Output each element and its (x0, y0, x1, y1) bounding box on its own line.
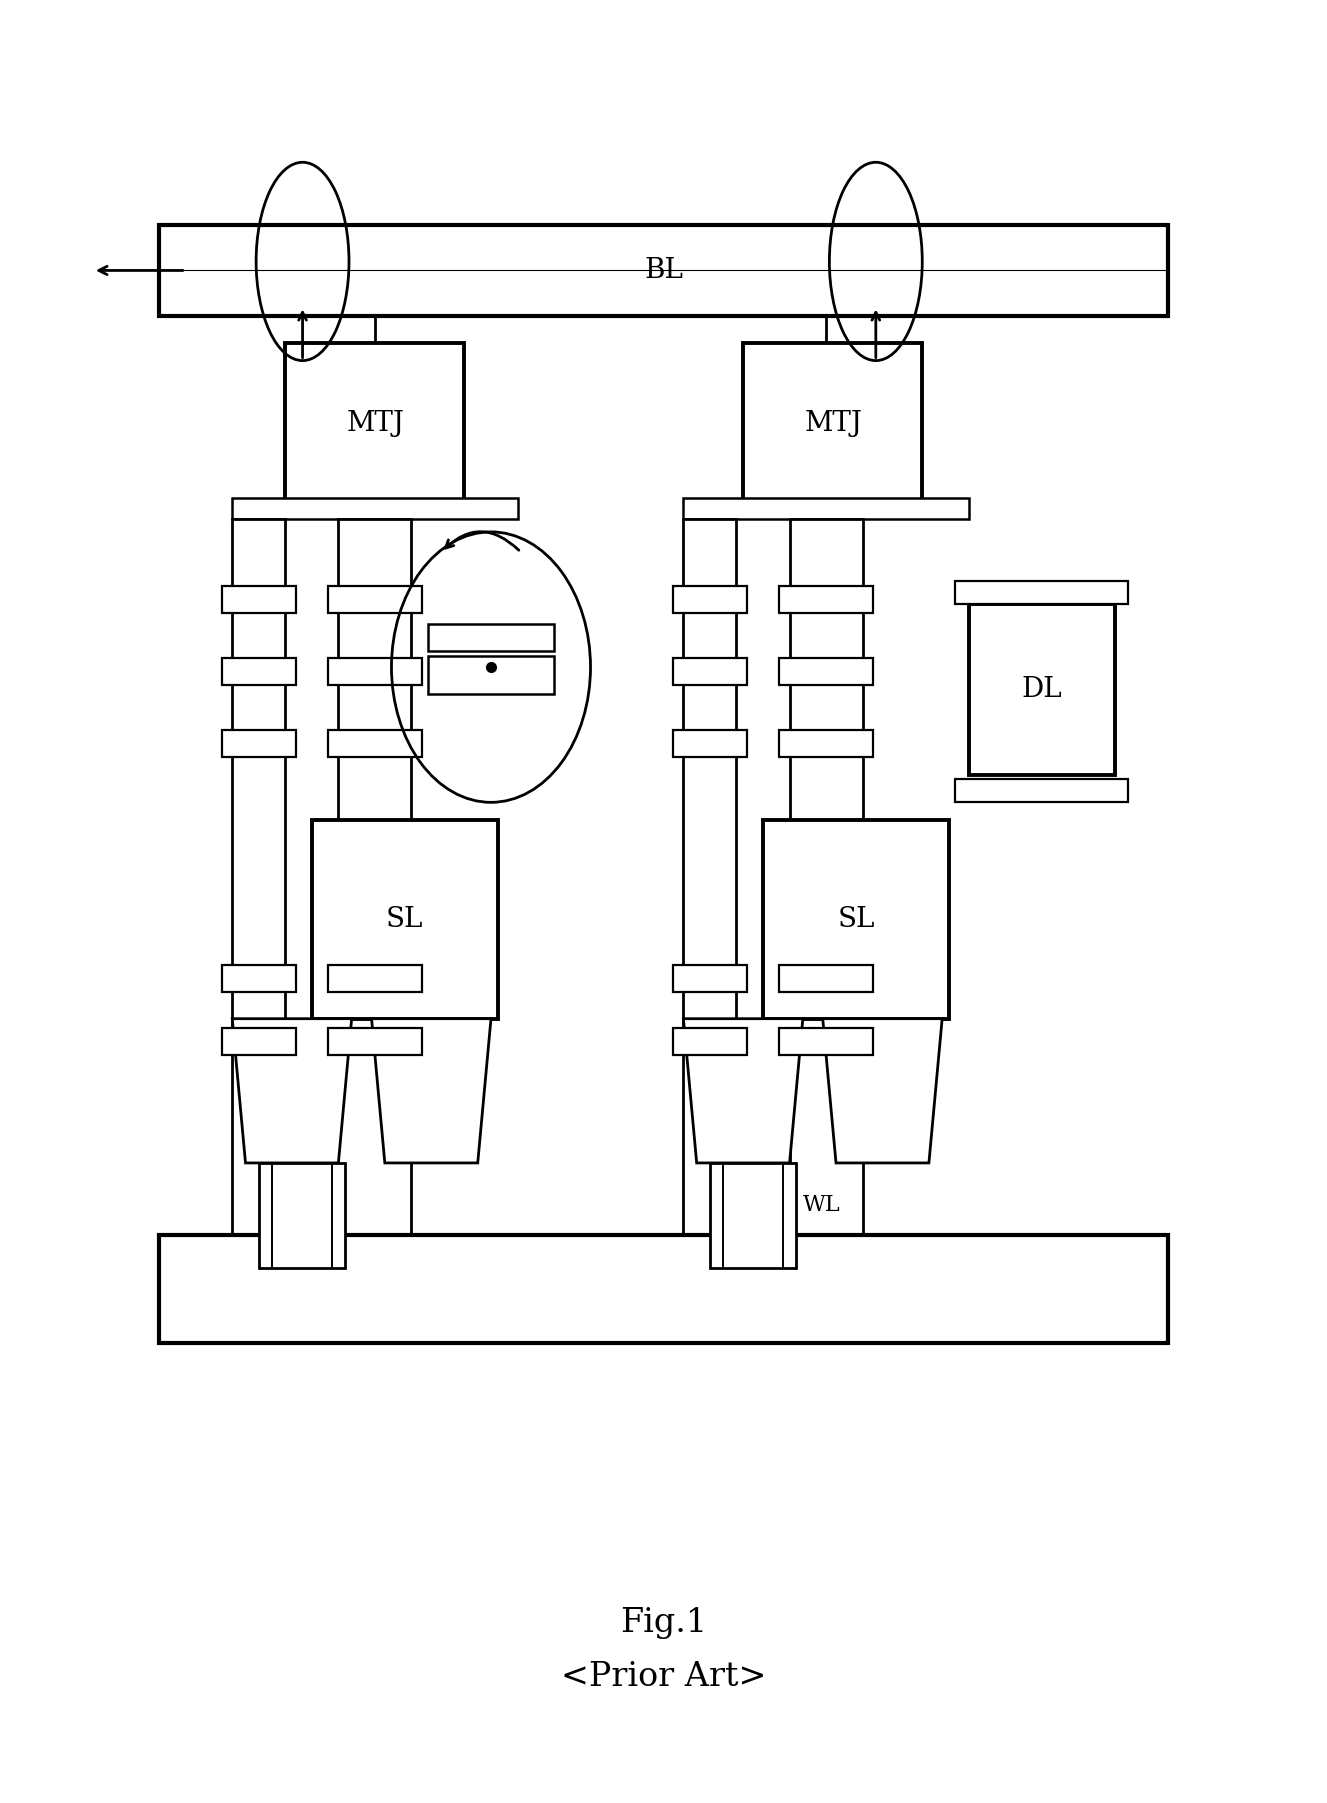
Polygon shape (232, 1019, 352, 1163)
Bar (779, 586, 873, 613)
Bar (779, 658, 873, 685)
Text: WL: WL (803, 1194, 840, 1215)
Bar (328, 586, 422, 613)
Polygon shape (372, 1019, 491, 1163)
Bar (710, 1163, 796, 1268)
Bar (259, 1163, 345, 1268)
Bar (673, 658, 747, 685)
Text: SL: SL (386, 907, 423, 932)
Bar (427, 624, 555, 651)
Text: MTJ: MTJ (346, 411, 405, 436)
Bar (683, 519, 736, 1235)
Bar (955, 779, 1128, 802)
Bar (159, 1235, 1168, 1343)
Bar (779, 965, 873, 992)
Text: Fig.1: Fig.1 (620, 1606, 707, 1639)
Bar (955, 581, 1128, 604)
Bar (328, 1028, 422, 1055)
Bar (673, 965, 747, 992)
Polygon shape (683, 1019, 803, 1163)
Text: BL: BL (644, 258, 683, 283)
Bar (683, 498, 969, 519)
Text: MTJ: MTJ (804, 411, 863, 436)
Text: SL: SL (837, 907, 874, 932)
Bar (743, 343, 922, 505)
Bar (673, 586, 747, 613)
Bar (222, 658, 296, 685)
Bar (969, 604, 1115, 775)
Bar (338, 519, 411, 1235)
Bar (763, 820, 949, 1019)
Polygon shape (823, 1019, 942, 1163)
Bar (222, 586, 296, 613)
Bar (328, 965, 422, 992)
Bar (673, 730, 747, 757)
Bar (427, 656, 555, 694)
Bar (790, 519, 863, 1235)
Bar (328, 730, 422, 757)
Bar (673, 1028, 747, 1055)
Bar (285, 343, 464, 505)
Bar (222, 730, 296, 757)
Bar (222, 1028, 296, 1055)
Bar (328, 658, 422, 685)
Bar (232, 498, 518, 519)
Bar (159, 225, 1168, 316)
Bar (232, 519, 285, 1235)
Bar (222, 965, 296, 992)
Text: <Prior Art>: <Prior Art> (561, 1661, 766, 1693)
Text: DL: DL (1022, 676, 1062, 703)
Bar (779, 730, 873, 757)
Bar (779, 1028, 873, 1055)
Bar (312, 820, 498, 1019)
